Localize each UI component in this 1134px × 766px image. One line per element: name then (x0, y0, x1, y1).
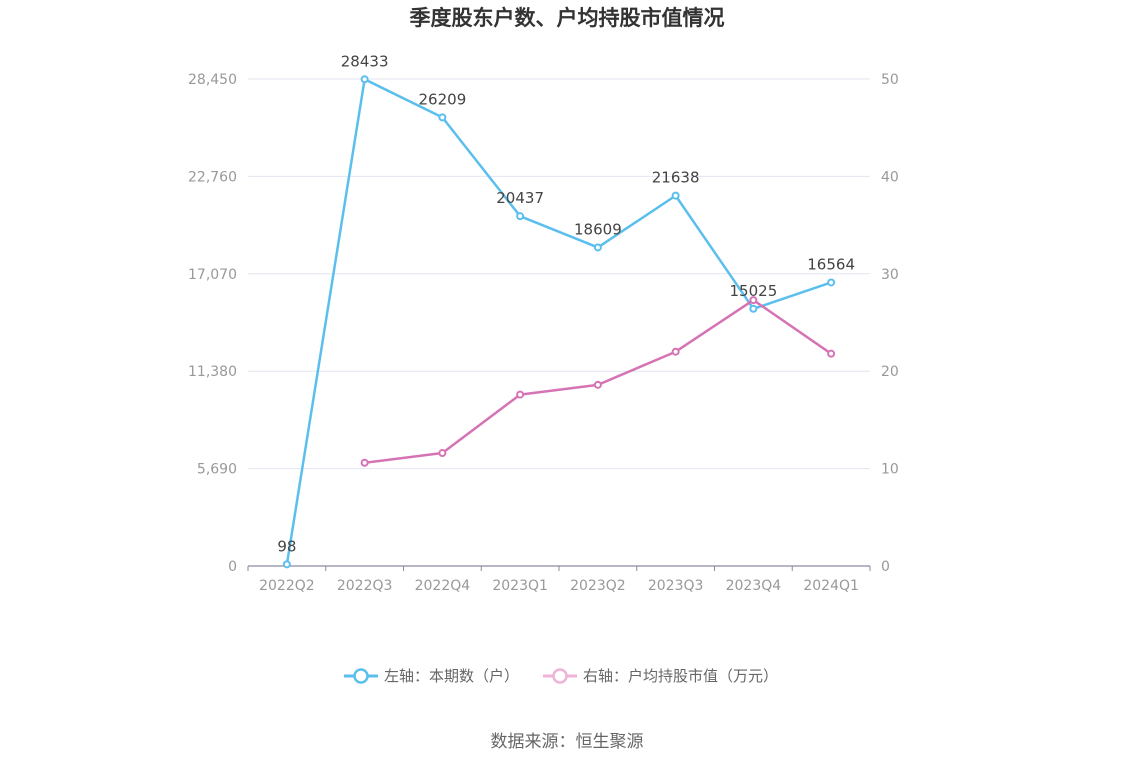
right-tick-label: 30 (881, 267, 899, 283)
data-points (282, 75, 836, 569)
right-tick-label: 40 (881, 169, 899, 185)
legend-label-left: 左轴：本期数（户） (384, 667, 519, 685)
data-point-left[interactable] (438, 113, 447, 122)
data-point-right[interactable] (438, 449, 447, 458)
right-tick-label: 0 (881, 559, 890, 575)
left-tick-label: 5,690 (197, 462, 237, 478)
data-label: 26209 (419, 90, 467, 108)
left-tick-label: 22,760 (188, 169, 237, 185)
data-label: 20437 (496, 189, 544, 207)
data-point-right[interactable] (516, 390, 525, 399)
x-tick-label: 2024Q1 (803, 578, 859, 594)
x-tick-label: 2022Q2 (259, 578, 315, 594)
data-label: 16564 (807, 255, 855, 273)
x-tick-label: 2022Q3 (337, 578, 393, 594)
chart-title: 季度股东户数、户均持股市值情况 (410, 6, 725, 30)
grid-lines (248, 78, 870, 470)
right-tick-label: 50 (881, 72, 899, 88)
x-axis-ticks: 2022Q2 2022Q3 2022Q4 2023Q1 2023Q2 2023Q3 2023… (247, 566, 871, 594)
series-line-left (285, 78, 832, 565)
x-tick-label: 2023Q1 (492, 578, 548, 594)
x-tick-label: 2023Q3 (648, 578, 704, 594)
data-point-right[interactable] (827, 349, 836, 358)
left-tick-label: 28,450 (188, 72, 237, 88)
legend-item-right-series[interactable]: 右轴：户均持股市值（万元） (543, 667, 778, 685)
data-label: 15025 (730, 282, 778, 300)
left-tick-label: 0 (228, 559, 237, 575)
left-axis-ticks: 0 5,690 11,380 17,070 22,760 28,450 (188, 72, 237, 575)
data-point-left[interactable] (593, 243, 602, 252)
x-tick-label: 2022Q4 (415, 578, 471, 594)
x-tick-label: 2023Q4 (726, 578, 782, 594)
data-point-left[interactable] (282, 560, 291, 569)
data-point-left[interactable] (749, 304, 758, 313)
data-point-right[interactable] (671, 347, 680, 356)
data-point-left[interactable] (516, 212, 525, 221)
data-point-left[interactable] (671, 191, 680, 200)
legend-label-right: 右轴：户均持股市值（万元） (583, 667, 778, 685)
data-labels: 98 28433 26209 20437 18609 21638 15025 16564 (277, 52, 855, 555)
source-note: 数据来源：恒生聚源 (491, 732, 644, 752)
right-axis-ticks: 0 10 20 30 40 50 (881, 72, 899, 575)
data-point-right[interactable] (749, 296, 758, 305)
legend[interactable]: 左轴：本期数（户） 右轴：户均持股市值（万元） (344, 667, 778, 685)
legend-item-left-series[interactable]: 左轴：本期数（户） (344, 667, 519, 685)
right-tick-label: 10 (881, 462, 899, 478)
data-point-right[interactable] (593, 380, 602, 389)
right-tick-label: 20 (881, 364, 899, 380)
x-tick-label: 2023Q2 (570, 578, 626, 594)
data-label: 98 (277, 537, 296, 555)
series-lines (285, 78, 832, 565)
data-label: 18609 (574, 220, 622, 238)
data-label: 21638 (652, 169, 700, 187)
left-tick-label: 11,380 (188, 364, 237, 380)
data-point-right[interactable] (360, 458, 369, 467)
data-label: 28433 (341, 52, 389, 70)
data-point-left[interactable] (827, 278, 836, 287)
left-tick-label: 17,070 (188, 267, 237, 283)
data-point-left[interactable] (360, 75, 369, 84)
